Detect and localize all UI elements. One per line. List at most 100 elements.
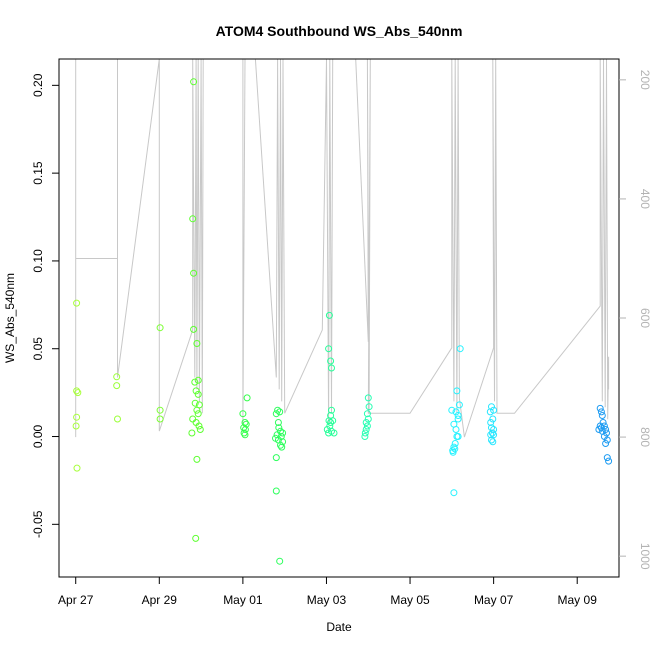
data-point	[192, 387, 200, 395]
y-axis: -0.05 0.00 0.05 0.10 0.15 0.20	[31, 73, 59, 538]
x-tick-label: May 05	[390, 593, 430, 607]
data-point	[487, 431, 495, 439]
data-point	[489, 438, 497, 446]
x-tick-label: May 01	[223, 593, 263, 607]
y2-tick-label: 1000	[638, 543, 650, 570]
data-point	[279, 438, 287, 446]
data-point	[190, 269, 198, 277]
y2-tick-label: 800	[638, 427, 650, 447]
data-point	[449, 448, 457, 456]
secondary-y-axis: 200 400 600 800 1000	[619, 70, 650, 570]
data-point	[328, 406, 335, 414]
data-point	[455, 401, 463, 409]
data-point	[241, 426, 249, 433]
data-point	[603, 436, 611, 444]
data-point	[192, 534, 200, 542]
data-point	[327, 419, 335, 426]
data-point	[595, 426, 603, 433]
data-point	[490, 426, 498, 433]
x-tick-label: May 03	[307, 593, 347, 607]
data-point	[194, 390, 202, 398]
data-point	[361, 429, 369, 437]
x-tick-label: Apr 29	[142, 593, 178, 607]
data-point	[277, 441, 284, 449]
data-point	[489, 415, 497, 423]
y-tick-label: 0.00	[31, 424, 45, 448]
x-tick-label: Apr 27	[58, 593, 94, 607]
plot-frame	[58, 58, 620, 578]
data-point	[602, 426, 610, 433]
data-point	[488, 436, 495, 444]
data-points-layer	[72, 78, 613, 565]
data-point	[488, 424, 495, 432]
secondary-series-layer	[59, 58, 610, 438]
data-point	[74, 389, 82, 397]
y2-tick-label: 600	[638, 308, 650, 328]
data-point	[114, 415, 121, 423]
data-point	[452, 408, 460, 416]
y2-tick-label: 200	[638, 70, 650, 90]
data-point	[448, 406, 456, 414]
data-point	[363, 422, 371, 430]
data-point	[605, 457, 613, 465]
data-point	[194, 376, 202, 384]
data-point	[113, 373, 121, 381]
data-point	[73, 464, 81, 472]
data-point	[597, 408, 605, 416]
data-point	[196, 426, 204, 433]
data-point	[272, 410, 280, 418]
data-point	[325, 345, 333, 353]
data-point	[276, 408, 284, 416]
data-point	[453, 387, 461, 395]
data-point	[362, 419, 370, 426]
data-point	[454, 415, 462, 423]
y-tick-label: -0.05	[31, 510, 45, 538]
data-point	[450, 489, 458, 497]
data-point	[278, 443, 286, 451]
data-point	[488, 429, 496, 437]
x-axis: Apr 27 Apr 29 May 01 May 03 May 05 May 07 May …	[58, 577, 597, 607]
x-tick-label: May 07	[474, 593, 514, 607]
data-point	[239, 410, 247, 418]
y-tick-label: 0.15	[31, 161, 45, 185]
data-point	[275, 424, 283, 432]
data-point	[243, 394, 251, 402]
data-point	[362, 426, 370, 433]
data-point	[486, 408, 494, 416]
data-point	[598, 412, 606, 419]
secondary-series-line	[59, 58, 610, 438]
data-point	[190, 325, 198, 333]
data-point	[189, 415, 197, 423]
y-axis-label: WS_Abs_540nm	[3, 273, 17, 363]
data-point	[156, 324, 164, 332]
data-point	[193, 406, 201, 414]
data-point	[193, 340, 201, 347]
data-point	[191, 378, 199, 386]
x-tick-label: May 09	[558, 593, 598, 607]
y-tick-label: 0.10	[31, 249, 45, 273]
data-point	[488, 403, 495, 411]
data-point	[456, 345, 464, 353]
data-point	[273, 431, 281, 439]
data-point	[365, 403, 373, 411]
data-point	[603, 429, 610, 437]
y2-tick-label: 400	[638, 189, 650, 209]
data-point	[325, 311, 333, 319]
data-point	[364, 394, 372, 402]
data-point	[274, 419, 282, 426]
chart-title: ATOM4 Southbound WS_Abs_540nm	[216, 23, 463, 39]
data-point	[361, 433, 369, 440]
y-tick-label: 0.20	[31, 73, 45, 97]
data-point	[328, 364, 335, 372]
data-point	[490, 406, 498, 414]
data-point	[73, 299, 81, 307]
data-point	[189, 215, 197, 223]
data-point	[363, 410, 371, 418]
data-point	[453, 433, 461, 440]
data-point	[193, 455, 201, 463]
data-point	[596, 404, 604, 412]
x-axis-label: Date	[326, 620, 352, 634]
data-point	[272, 487, 280, 495]
data-point	[327, 357, 335, 365]
